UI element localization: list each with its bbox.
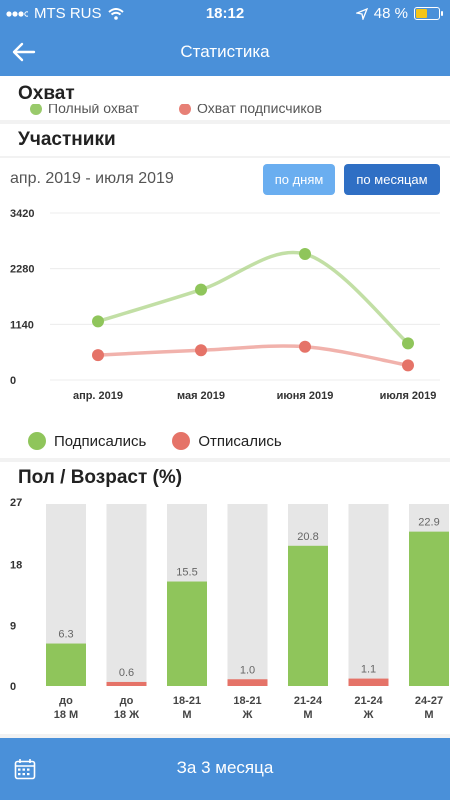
gender-age-bar-chart: 27 18 9 0 6.3 до 18 М 0.6 до 18 Ж 15.5 18-21 М 1.0 18-… — [10, 497, 449, 721]
x-tick-label: 18-21 — [173, 695, 201, 707]
x-tick-label: 18 Ж — [114, 709, 139, 721]
status-bar: MTS RUS 18:12 48 % — [0, 0, 450, 28]
x-tick-label: М — [182, 709, 191, 721]
bar — [46, 643, 86, 686]
bar-background — [227, 504, 268, 686]
data-point — [299, 248, 311, 261]
bar — [167, 581, 207, 686]
reach-legend-item-subscribers: Охват подписчиков — [179, 100, 322, 116]
data-point — [402, 337, 414, 350]
legend-label-subscribed: Подписались — [54, 432, 147, 450]
x-tick-label: июля 2019 — [380, 390, 437, 402]
location-arrow-icon — [355, 7, 368, 20]
status-right: 48 % — [355, 5, 443, 22]
x-tick-label: 21-24 — [354, 695, 383, 707]
bar-value-label: 6.3 — [58, 629, 73, 641]
x-tick-label: Ж — [242, 709, 253, 721]
battery-percent: 48 % — [373, 5, 408, 22]
data-point — [195, 283, 207, 296]
y-tick-label: 18 — [10, 560, 22, 572]
reach-card: Полный охват Охват подписчиков Охват — [0, 76, 450, 120]
reach-title: Охват — [0, 76, 450, 104]
x-tick-label: М — [303, 709, 312, 721]
by-months-button[interactable]: по месяцам — [344, 164, 440, 195]
status-time: 18:12 — [205, 5, 245, 22]
status-left: MTS RUS — [6, 5, 124, 22]
bar — [227, 679, 268, 686]
gender-age-title: Пол / Возраст (%) — [0, 462, 450, 494]
x-tick-label: до — [59, 695, 73, 707]
bar-value-label: 1.0 — [240, 664, 255, 676]
data-point — [195, 344, 207, 357]
legend-dot-subscribed — [28, 432, 46, 450]
data-point — [92, 349, 104, 362]
x-tick-label: Ж — [363, 709, 374, 721]
x-tick-label: 24-27 — [415, 695, 443, 707]
carrier-name: MTS RUS — [34, 5, 102, 22]
data-point — [402, 359, 414, 372]
bar — [106, 681, 147, 686]
bar-background — [106, 504, 147, 686]
page-title: Статистика — [180, 42, 270, 61]
bar — [348, 678, 389, 686]
series-line — [96, 250, 410, 346]
period-label: За 3 месяца — [176, 758, 274, 777]
participants-line-chart: 3420 2280 1140 0 апр. 2019 мая 2019 июня 2019 и… — [10, 208, 440, 402]
nav-bar: Статистика — [0, 28, 450, 76]
bar-value-label: 15.5 — [176, 567, 197, 579]
bar-value-label: 0.6 — [119, 667, 134, 679]
bar-background — [348, 504, 389, 686]
x-tick-label: 18-21 — [233, 695, 261, 707]
x-tick-label: 18 М — [54, 709, 78, 721]
y-tick-label: 0 — [10, 375, 16, 387]
y-tick-label: 9 — [10, 620, 16, 632]
x-tick-label: мая 2019 — [177, 390, 225, 402]
battery-icon — [414, 7, 443, 20]
signal-icon — [6, 10, 28, 17]
battery-fill — [416, 9, 427, 18]
date-range: апр. 2019 - июля 2019 — [10, 170, 174, 187]
period-bar[interactable]: За 3 месяца — [0, 738, 450, 800]
bar-value-label: 1.1 — [361, 664, 376, 676]
by-days-button[interactable]: по дням — [263, 164, 335, 195]
calendar-icon[interactable] — [14, 758, 36, 780]
legend-dot-unsubscribed — [172, 432, 191, 450]
y-tick-label: 2280 — [10, 264, 34, 276]
reach-legend: Полный охват Охват подписчиков — [30, 100, 322, 116]
y-tick-label: 1140 — [10, 319, 34, 331]
bar-value-label: 22.9 — [418, 517, 439, 529]
participants-legend: Подписались Отписались — [28, 432, 282, 450]
data-point — [92, 315, 104, 328]
x-tick-label: июня 2019 — [277, 390, 334, 402]
bar — [409, 531, 449, 686]
x-tick-label: до — [120, 695, 134, 707]
y-tick-label: 3420 — [10, 208, 34, 220]
back-arrow-icon[interactable] — [8, 36, 40, 68]
y-tick-label: 27 — [10, 497, 22, 509]
series-line — [96, 344, 410, 368]
data-point — [299, 340, 311, 353]
x-tick-label: апр. 2019 — [73, 390, 123, 402]
bar-value-label: 20.8 — [297, 531, 318, 543]
x-tick-label: 21-24 — [294, 695, 323, 707]
wifi-icon — [107, 7, 124, 20]
participants-title: Участники — [0, 124, 450, 156]
reach-legend-item-full: Полный охват — [30, 100, 139, 116]
bar — [288, 545, 328, 686]
legend-label-unsubscribed: Отписались — [198, 432, 282, 450]
x-tick-label: М — [424, 709, 433, 721]
y-tick-label: 0 — [10, 681, 16, 693]
